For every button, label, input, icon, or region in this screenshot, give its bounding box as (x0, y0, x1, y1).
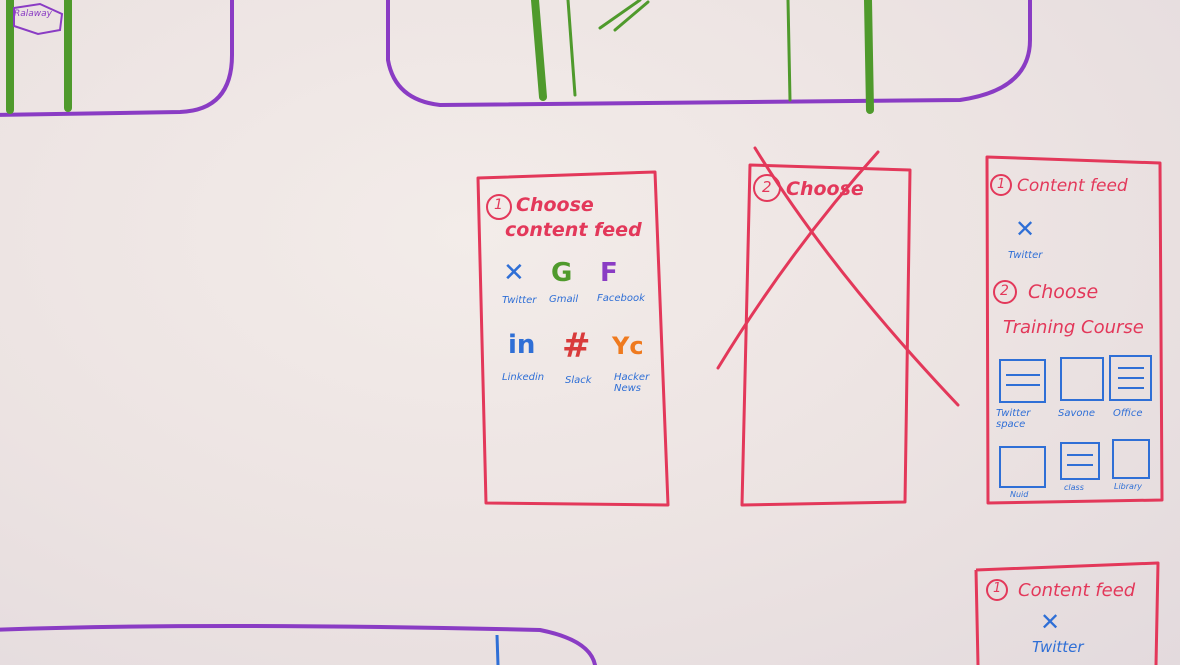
twitter-label: Twitter (502, 295, 537, 306)
facebook-label: Facebook (597, 293, 645, 304)
hexagon-label: Ralaway (14, 9, 52, 19)
purple-box-top-center (386, 0, 1032, 108)
wireframe-1-title-line1: Choose (516, 194, 594, 216)
course-thumbnails (999, 355, 1152, 488)
hacker-news-label: Hacker News (614, 372, 650, 394)
wireframe-1-step-number: 1 (494, 197, 503, 213)
slack-icon[interactable]: # (562, 326, 591, 366)
wireframe-2-step-number: 2 (762, 178, 772, 196)
wireframe-3-step2-number: 2 (1000, 283, 1009, 299)
course-label-twitter-space[interactable]: Twitter space (996, 408, 1031, 430)
twitter-icon[interactable]: ✕ (1040, 608, 1061, 636)
wireframe-3-frame (985, 155, 1164, 505)
slack-label: Slack (565, 375, 592, 386)
wireframe-3-step1-number: 1 (997, 177, 1006, 192)
wireframe-1-frame (476, 170, 670, 507)
course-label-office[interactable]: Office (1113, 408, 1143, 419)
hexagon-tag (13, 2, 64, 36)
wireframe-4-feed-label: Twitter (1032, 638, 1084, 656)
wireframe-1-title-line2: content feed (505, 219, 642, 241)
twitter-icon[interactable]: ✕ (503, 258, 525, 288)
linkedin-label: Linkedin (502, 372, 545, 383)
wireframe-3-step1-title: Content feed (1017, 176, 1128, 196)
course-label-nuid[interactable]: Nuid (1010, 490, 1029, 499)
twitter-icon[interactable]: ✕ (1015, 215, 1036, 243)
linkedin-icon[interactable]: in (508, 330, 536, 360)
facebook-icon[interactable]: F (600, 258, 618, 288)
wireframe-2-frame (740, 163, 912, 507)
hacker-news-icon[interactable]: Yc (612, 332, 644, 360)
wireframe-4-step-number: 1 (993, 581, 1002, 596)
wireframe-4-title: Content feed (1018, 580, 1136, 601)
gmail-label: Gmail (549, 294, 579, 305)
cross-out-stroke-2 (753, 146, 960, 407)
wireframe-2-title: Choose (786, 178, 864, 200)
course-label-library[interactable]: Library (1114, 482, 1142, 491)
selected-feed-label: Twitter (1008, 250, 1043, 261)
gmail-icon[interactable]: G (551, 258, 573, 288)
wireframe-4-frame (974, 561, 1160, 665)
green-strokes (6, 0, 874, 114)
wireframe-3-step2-title-line2: Training Course (1003, 317, 1144, 338)
wireframe-3-step2-title-line1: Choose (1028, 281, 1099, 303)
purple-box-bottom (0, 624, 597, 665)
course-label-savone[interactable]: Savone (1058, 408, 1096, 419)
purple-box-top-left (0, 0, 234, 117)
cross-out-stroke-1 (716, 150, 880, 370)
course-label-class[interactable]: class (1064, 483, 1084, 492)
